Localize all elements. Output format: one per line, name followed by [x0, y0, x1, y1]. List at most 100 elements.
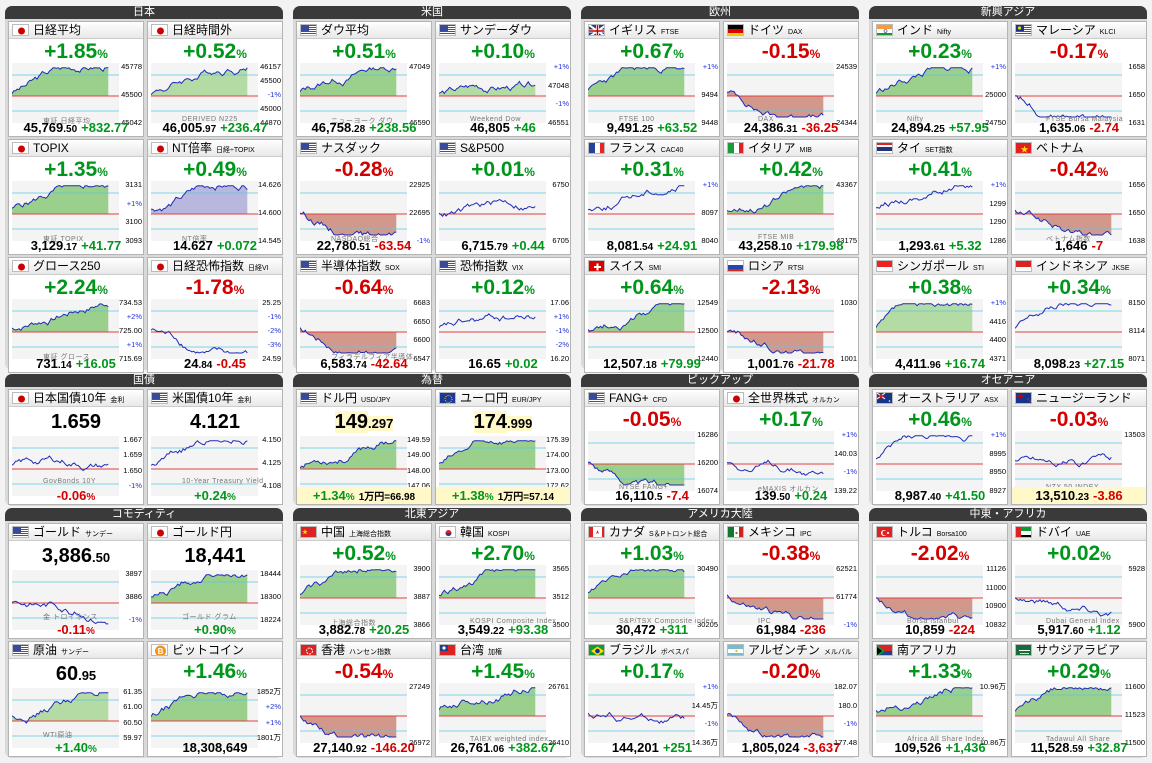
market-tile[interactable]: ダウ平均 +0.51% 47049 46590 ニューヨーク ダウ 46,758.28 +2…	[296, 21, 432, 137]
market-tile[interactable]: 日経時間外 +0.52% 46157 45500 -1% 45000 44870 DERIVE…	[147, 21, 283, 137]
market-tile[interactable]: フランス CAC40 +0.31% +1% 8097 8040 8,081.54 +24.91	[584, 139, 720, 255]
tile-header[interactable]: 香港 ハンセン指数	[297, 642, 431, 659]
tile-header[interactable]: 日本国債10年 金利	[9, 390, 143, 407]
market-tile[interactable]: サウジアラビア +0.29% 11600 11523 11500 Tadawul All …	[1011, 641, 1147, 757]
tile-footer: 61,984 -236	[724, 621, 858, 638]
tile-header[interactable]: マレーシア KLCI	[1012, 22, 1146, 39]
market-tile[interactable]: イタリア MIB +0.42% 43367 43175 FTSE MIB 43,258.10…	[723, 139, 859, 255]
tile-header[interactable]: オーストラリア ASX	[873, 390, 1007, 407]
tile-header[interactable]: NT倍率 日経÷TOPIX	[148, 140, 282, 157]
tile-header[interactable]: サウジアラビア	[1012, 642, 1146, 659]
market-tile[interactable]: ブラジル ボベスパ +0.17% +1% 14.45万 -1% 14.36万 144,201 +…	[584, 641, 720, 757]
market-tile[interactable]: ゴールド円 18444 18300 18224 ゴールド グラム 18,441 +0.90%	[147, 523, 283, 639]
tile-header[interactable]: ナスダック	[297, 140, 431, 157]
market-tile[interactable]: サンデーダウ +0.10% +1% 47048 -1% 46551 Weekend Dow 4…	[435, 21, 571, 137]
market-tile[interactable]: 南アフリカ +1.33% 10.96万 10.86万 Africa All Share …	[872, 641, 1008, 757]
market-tile[interactable]: 韓国 KOSPI +2.70% 3565 3512 3500 KOSPI Composite…	[435, 523, 571, 639]
tile-header[interactable]: ゴールド円	[148, 524, 282, 541]
market-tile[interactable]: 香港 ハンセン指数 -0.54% 27249 26972 27,140.92 -146.20	[296, 641, 432, 757]
market-tile[interactable]: トルコ Borsa100 -2.02% 11126 11000 10900 10832 Bor…	[872, 523, 1008, 639]
tile-header[interactable]: ゴールド サンデー	[9, 524, 143, 541]
market-tile[interactable]: TOPIX +1.35% 3131 +1% 3100 3093 東証 TOPIX 3,129.…	[8, 139, 144, 255]
market-tile[interactable]: マレーシア KLCI -0.17% 1658 1650 1631 FTSE Bursa Ma…	[1011, 21, 1147, 137]
tile-header[interactable]: ブラジル ボベスパ	[585, 642, 719, 659]
market-tile[interactable]: 全世界株式 オルカン +0.17% +1% 140.03 -1% 139.22 eMAXIS …	[723, 389, 859, 505]
tile-header[interactable]: スイス SMI	[585, 258, 719, 275]
tile-header[interactable]: イタリア MIB	[724, 140, 858, 157]
tile-header[interactable]: 韓国 KOSPI	[436, 524, 570, 541]
tile-header[interactable]: TOPIX	[9, 140, 143, 157]
market-tile[interactable]: グロース250 +2.24% 734.53 +2% 725.00 +1% 715.69 東証 …	[8, 257, 144, 373]
market-tile[interactable]: インド Nifty +0.23% +1% 25000 24750 Nifty 24,894.2…	[872, 21, 1008, 137]
tile-header[interactable]: シンガポール STI	[873, 258, 1007, 275]
tile-header[interactable]: B ビットコイン	[148, 642, 282, 659]
market-tile[interactable]: ベトナム -0.42% 1656 1650 1638 ベトナム指数 1,646 -7	[1011, 139, 1147, 255]
market-tile[interactable]: 米国債10年 金利 4.150 4.125 4.108 10-Year Treasury …	[147, 389, 283, 505]
tile-header[interactable]: ドバイ UAE	[1012, 524, 1146, 541]
tile-header[interactable]: グロース250	[9, 258, 143, 275]
market-tile[interactable]: 日経恐怖指数 日経VI -1.78% 25.25 -1% -2% -3% 24.59 24.84…	[147, 257, 283, 373]
market-tile[interactable]: ユーロ円 EUR/JPY 175.39 174.00 173.00 172.62 174.9…	[435, 389, 571, 505]
tile-header[interactable]: 米国債10年 金利	[148, 390, 282, 407]
market-tile[interactable]: ロシア RTSI -2.13% 1030 1001 1,001.76 -21.78	[723, 257, 859, 373]
tile-header[interactable]: タイ SET指数	[873, 140, 1007, 157]
market-tile[interactable]: タイ SET指数 +0.41% +1% 1299 1290 1286 1,293.61 +5.3…	[872, 139, 1008, 255]
market-tile[interactable]: ドイツ DAX -0.15% 24539 24344 DAX 24,386.31 -36.25	[723, 21, 859, 137]
market-tile[interactable]: 日本国債10年 金利 1.667 1.659 1.650 -1% GovBonds 10Y 1…	[8, 389, 144, 505]
tile-header[interactable]: 全世界株式 オルカン	[724, 390, 858, 407]
tile-header[interactable]: S&P500	[436, 140, 570, 157]
tile-header[interactable]: 台湾 加権	[436, 642, 570, 659]
market-tile[interactable]: ゴールド サンデー 3897 3886 -1% 金 トロイオンス 3,886.50 -0.11…	[8, 523, 144, 639]
market-tile[interactable]: ドル円 USD/JPY 149.59 149.00 148.00 147.06 149.29…	[296, 389, 432, 505]
tile-header[interactable]: 日経恐怖指数 日経VI	[148, 258, 282, 275]
tile-header[interactable]: 原油 サンデー	[9, 642, 143, 659]
market-tile[interactable]: アルゼンチン メルバル -0.20% 182.07 180.0 -1% 177.48 1,80…	[723, 641, 859, 757]
tile-header[interactable]: ロシア RTSI	[724, 258, 858, 275]
tile-header[interactable]: ユーロ円 EUR/JPY	[436, 390, 570, 407]
market-tile[interactable]: 中国 上海総合指数 +0.52% 3900 3887 3866 上海総合指数 3,882.78…	[296, 523, 432, 639]
market-tile[interactable]: スイス SMI +0.64% 12549 12500 12440 12,507.18 +79.…	[584, 257, 720, 373]
change-percent: -0.28%	[297, 158, 431, 181]
tile-header[interactable]: 南アフリカ	[873, 642, 1007, 659]
market-tile[interactable]: メキシコ IPC -0.38% 62521 61774 -1% IPC 61,984 -236	[723, 523, 859, 639]
market-tile[interactable]: 日経平均 +1.85% 45778 45500 45042 東証 日経平均 45,769.5…	[8, 21, 144, 137]
tile-header[interactable]: インド Nifty	[873, 22, 1007, 39]
market-tile[interactable]: S&P500 +0.01% 6750 6705 6,715.79 +0.44	[435, 139, 571, 255]
market-tile[interactable]: ドバイ UAE +0.02% 5928 5900 Dubai General Index 5…	[1011, 523, 1147, 639]
market-tile[interactable]: Bビットコイン1852万+2%+1%1801万18,308,649+1.46%1…	[147, 641, 283, 757]
tile-header[interactable]: メキシコ IPC	[724, 524, 858, 541]
tile-header[interactable]: 半導体指数 SOX	[297, 258, 431, 275]
market-tile[interactable]: シンガポール STI +0.38% +1% 4416 4400 4371 4,411.96 +1…	[872, 257, 1008, 373]
tile-header[interactable]: 日経平均	[9, 22, 143, 39]
market-tile[interactable]: ニュージーランド-0.03%13503NZX 50 INDEX13,510.23…	[1011, 389, 1147, 505]
tile-header[interactable]: ダウ平均	[297, 22, 431, 39]
tile-header[interactable]: イギリス FTSE	[585, 22, 719, 39]
market-tile[interactable]: 半導体指数 SOX -0.64% 6683 6650 6600 6547 フィラデルフィア半導…	[296, 257, 432, 373]
tile-header[interactable]: サンデーダウ	[436, 22, 570, 39]
tile-header[interactable]: FANG+ CFD	[585, 390, 719, 407]
market-tile[interactable]: ナスダック -0.28% 22925 22695 -1% NASDAQ総合 22,780.5…	[296, 139, 432, 255]
market-tile[interactable]: イギリス FTSE +0.67% +1% 9494 9448 FTSE 100 9,491.2…	[584, 21, 720, 137]
tile-header[interactable]: トルコ Borsa100	[873, 524, 1007, 541]
market-tile[interactable]: インドネシア JKSE +0.34% 8150 8114 8071 8,098.23 +27.…	[1011, 257, 1147, 373]
tile-header[interactable]: 中国 上海総合指数	[297, 524, 431, 541]
tile-header[interactable]: アルゼンチン メルバル	[724, 642, 858, 659]
market-tile[interactable]: カナダ S＆Pトロント総合 +1.03% 30490 30205 S&P/TSX Comp…	[584, 523, 720, 639]
market-tile[interactable]: FANG+ CFD -0.05% 16286 16200 16074 NYSE FANG+ 1…	[584, 389, 720, 505]
tile-header[interactable]: フランス CAC40	[585, 140, 719, 157]
flag-icon	[151, 24, 168, 36]
market-tile[interactable]: 恐怖指数 VIX +0.12% 17.06 +1% -1% -2% 16.20 16.65 +0.…	[435, 257, 571, 373]
tile-header[interactable]: ベトナム	[1012, 140, 1146, 157]
market-tile[interactable]: 原油 サンデー 61.35 61.00 60.50 59.97 WTI原油 60.95 +1.4…	[8, 641, 144, 757]
market-tile[interactable]: 台湾 加権 +1.45% 26761 26410 TAIEX weighted index…	[435, 641, 571, 757]
tile-header[interactable]: ドル円 USD/JPY	[297, 390, 431, 407]
tile-header[interactable]: ニュージーランド	[1012, 390, 1146, 407]
market-tile[interactable]: NT倍率 日経÷TOPIX +0.49% 14.626 14.600 14.545 NT倍率…	[147, 139, 283, 255]
tile-header[interactable]: 日経時間外	[148, 22, 282, 39]
tile-header[interactable]: ドイツ DAX	[724, 22, 858, 39]
market-tile[interactable]: オーストラリア ASX +0.46% +1% 8995 8950 8927 8,987.40 +…	[872, 389, 1008, 505]
tile-header[interactable]: カナダ S＆Pトロント総合	[585, 524, 719, 541]
tile-header[interactable]: インドネシア JKSE	[1012, 258, 1146, 275]
price-chart	[151, 181, 258, 241]
tile-header[interactable]: 恐怖指数 VIX	[436, 258, 570, 275]
